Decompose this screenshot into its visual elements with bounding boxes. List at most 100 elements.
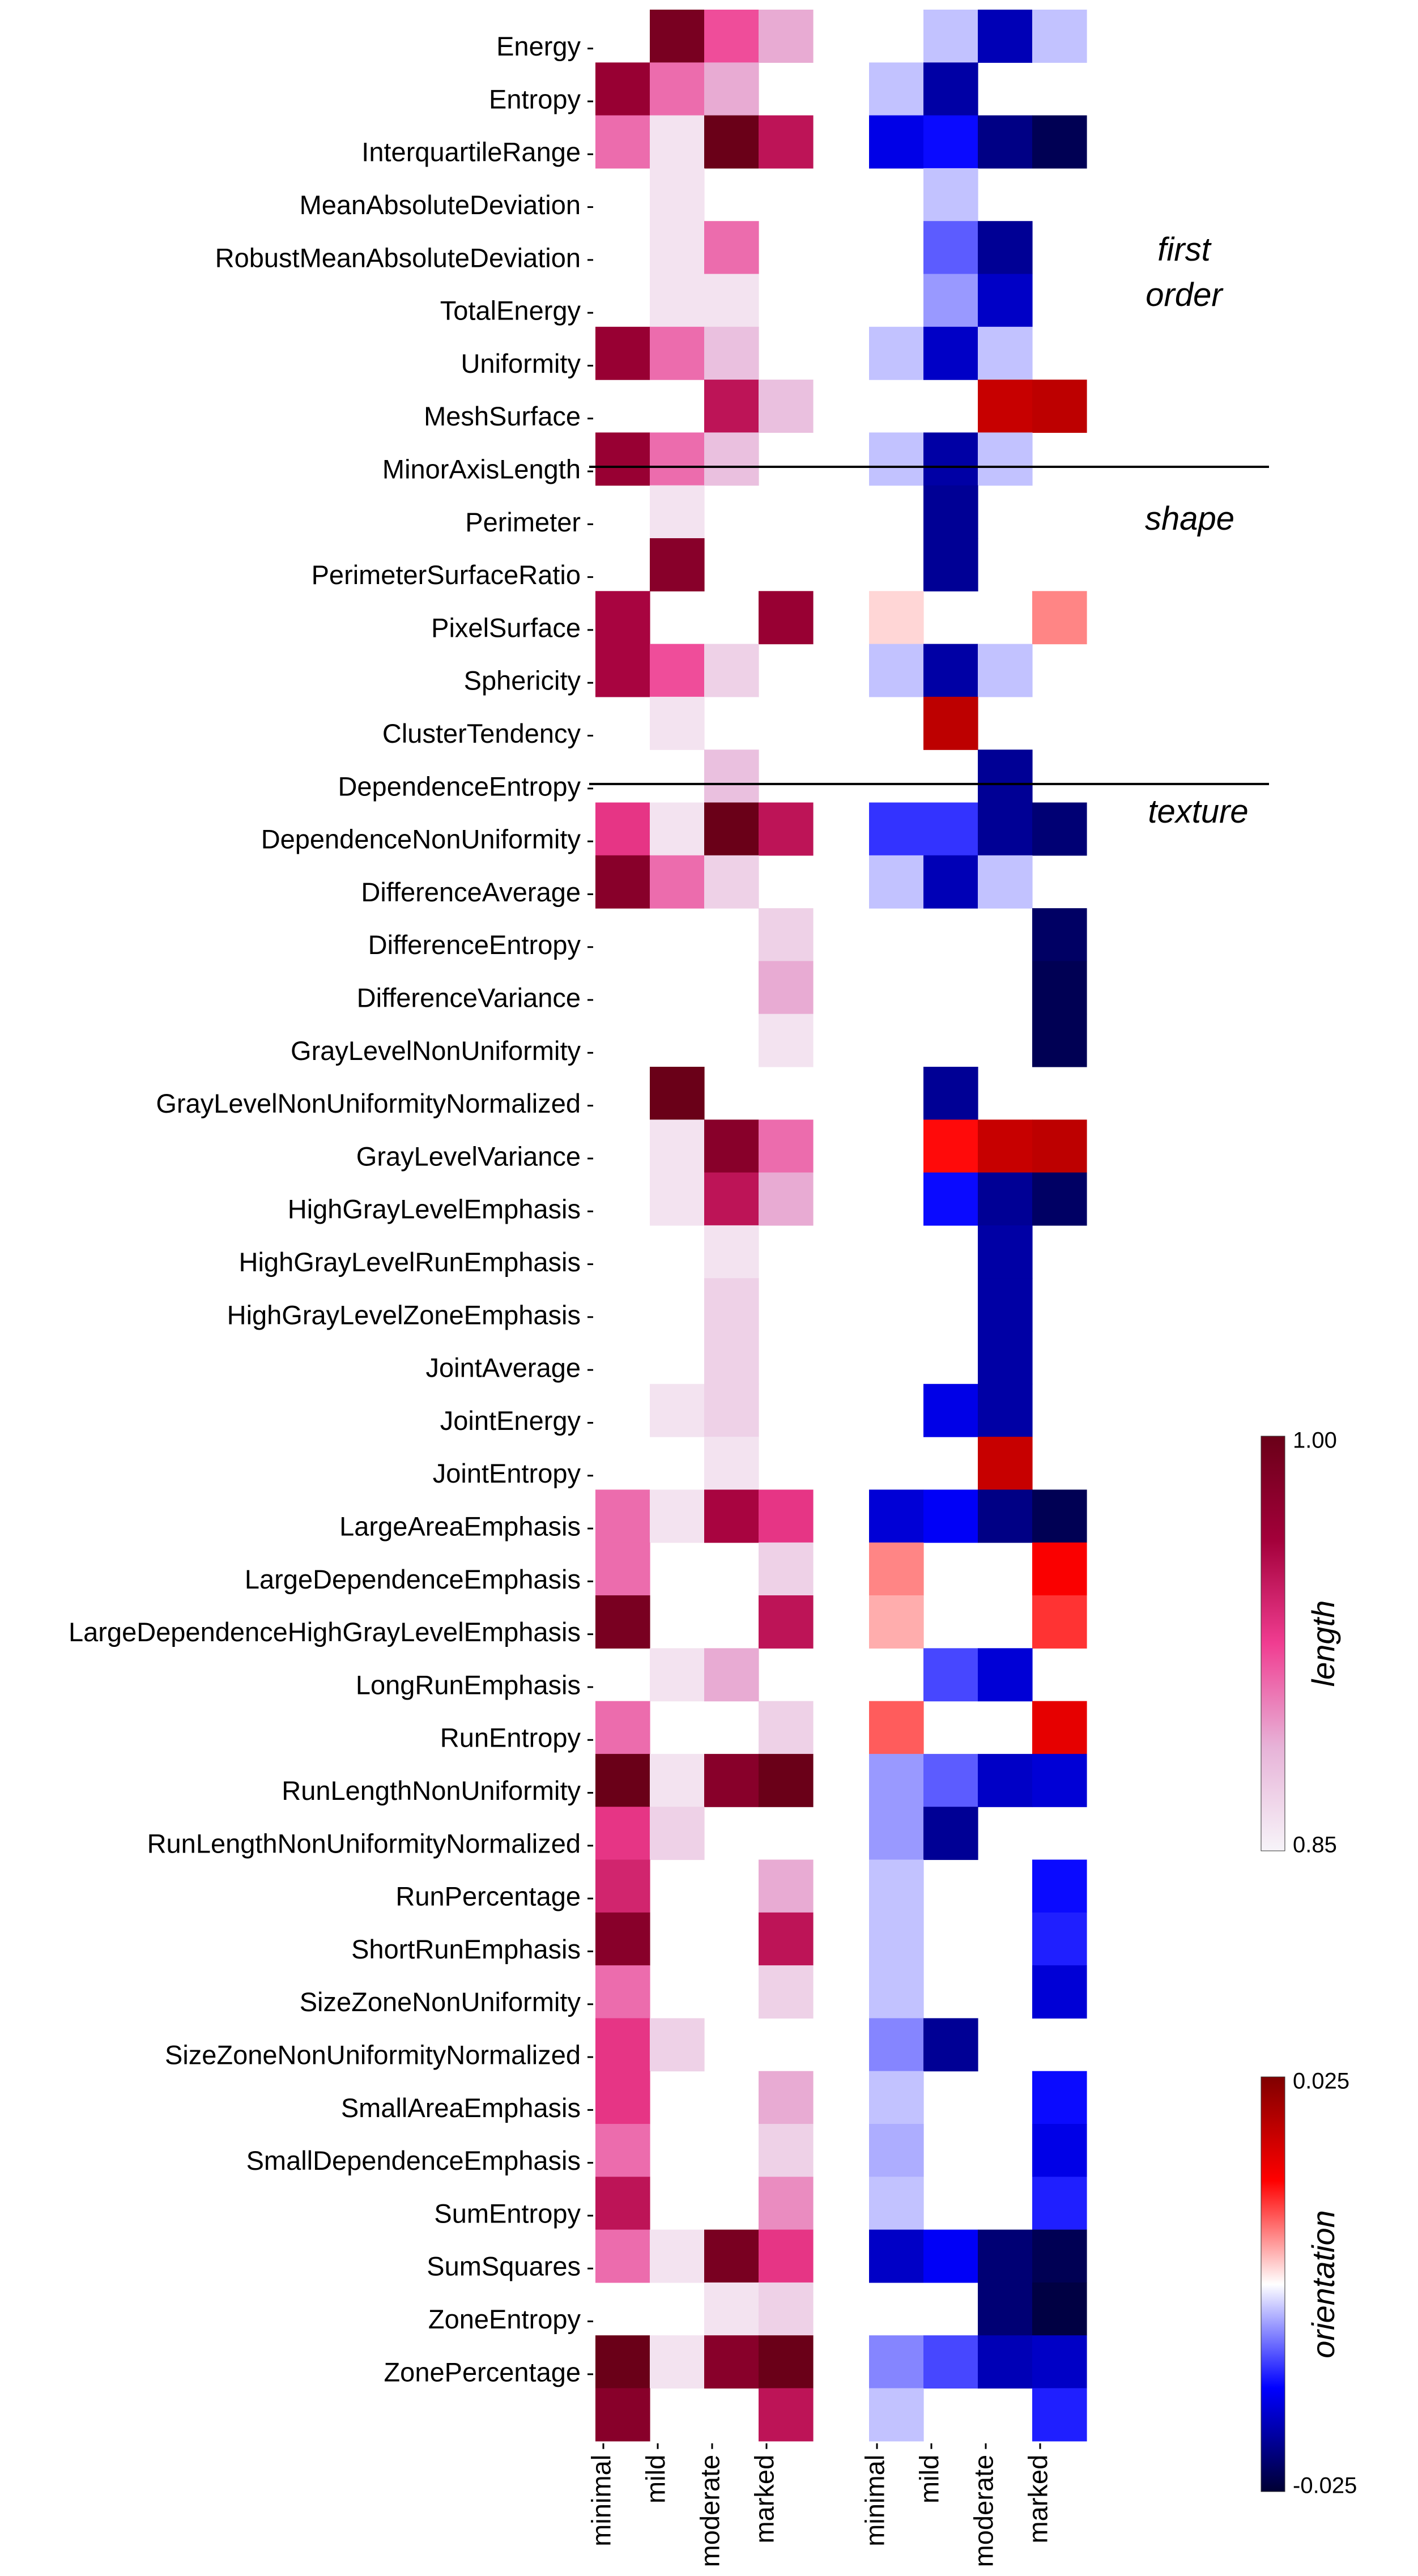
orientation-cell [923,1119,978,1173]
orientation-cell [978,1437,1033,1490]
orientation-cell [978,750,1033,803]
orientation-cell [923,855,978,909]
x-tick-labels: minimal mild moderate marked minimal mild mode… [586,2443,1053,2568]
orientation-cell [923,432,978,486]
length-cell [650,696,705,750]
colorbar-min-label: -0.025 [1293,2473,1357,2498]
orientation-cell [869,1753,924,1807]
length-cell [704,1331,759,1385]
orientation-cell [869,802,924,856]
feature-label: SmallDependenceEmphasis [246,2145,581,2175]
feature-label: SumEntropy [434,2198,581,2228]
length-cell [595,62,650,116]
feature-label: LargeDependenceHighGrayLevelEmphasis [69,1617,581,1647]
x-tick-label: minimal [586,2455,616,2547]
length-cell [759,1119,814,1173]
feature-label: Entropy [489,84,581,114]
group-label: texture [1148,793,1248,830]
feature-label: HighGrayLevelZoneEmphasis [227,1300,581,1330]
orientation-cell [923,10,978,63]
feature-label: ZonePercentage [384,2357,581,2387]
length-cell [704,2335,759,2389]
length-cell [704,326,759,380]
orientation-cell [923,1067,978,1120]
orientation-cell [1032,1542,1087,1596]
orientation-cell [1032,2335,1087,2389]
length-cell [759,961,814,1015]
orientation-cell [869,591,924,645]
length-cell [704,1489,759,1543]
feature-label: LargeDependenceEmphasis [245,1564,581,1594]
feature-label: JointAverage [426,1353,581,1383]
orientation-cell [978,1278,1033,1332]
feature-label: DifferenceAverage [361,877,581,907]
length-cell [704,115,759,169]
orientation-cell [869,115,924,169]
length-cell [650,1489,705,1543]
length-cell [595,855,650,909]
orientation-cell [978,2282,1033,2336]
orientation-cell [923,1172,978,1226]
orientation-cell [1032,2282,1087,2336]
orientation-cell [923,485,978,539]
feature-label: MinorAxisLength [382,454,581,484]
length-cell [704,802,759,856]
x-tick-label: moderate [695,2455,725,2568]
orientation-cell [923,644,978,697]
orientation-cell [869,2388,924,2442]
feature-label: SmallAreaEmphasis [341,2093,581,2123]
length-cell [759,2388,814,2442]
length-cell [759,591,814,645]
orientation-cell [923,2018,978,2072]
orientation-cell [923,168,978,222]
orientation-cell [869,1807,924,1860]
length-cell [650,1807,705,1860]
length-cell [595,432,650,486]
x-tick-label: mild [914,2455,944,2503]
feature-label: LongRunEmphasis [356,1670,581,1700]
orientation-cell [978,1753,1033,1807]
orientation-cell [869,432,924,486]
colorbar-title: length [1305,1600,1341,1687]
orientation-cell [1032,802,1087,856]
length-cell [650,62,705,116]
orientation-cell [978,10,1033,63]
length-cell [595,2124,650,2177]
orientation-cell [1032,1489,1087,1543]
group-dividers [589,466,1269,785]
orientation-cell [978,1383,1033,1437]
feature-label: GrayLevelNonUniformity [291,1036,581,1066]
length-cell [704,2229,759,2283]
x-tick-label: marked [749,2455,779,2544]
length-cell [595,1859,650,1913]
orientation-cell [978,221,1033,275]
feature-label: JointEnergy [440,1406,581,1436]
orientation-cell [923,2229,978,2283]
orientation-cell [1032,1014,1087,1067]
orientation-cell [1032,1119,1087,1173]
length-cell [595,1489,650,1543]
orientation-cell [869,2177,924,2230]
length-cell [759,1542,814,1596]
feature-label: DependenceNonUniformity [261,824,581,854]
length-cell [704,855,759,909]
orientation-cell [1032,115,1087,169]
length-cell [650,1172,705,1226]
orientation-cell [923,2335,978,2389]
orientation-cell [869,326,924,380]
feature-label: ZoneEntropy [428,2304,581,2334]
length-cell [704,1648,759,1702]
length-cell [595,1595,650,1649]
length-cell [704,2282,759,2336]
feature-label: JointEntropy [433,1458,581,1488]
length-cell [704,644,759,697]
length-cell [759,2124,814,2177]
feature-label: PixelSurface [431,612,581,642]
colorbar-max-label: 0.025 [1293,2069,1349,2094]
heatmap-cells [595,10,1087,2442]
length-cell [759,1595,814,1649]
y-tick-marks [587,48,593,2375]
orientation-cell [1032,2177,1087,2230]
group-label: order [1146,276,1224,313]
